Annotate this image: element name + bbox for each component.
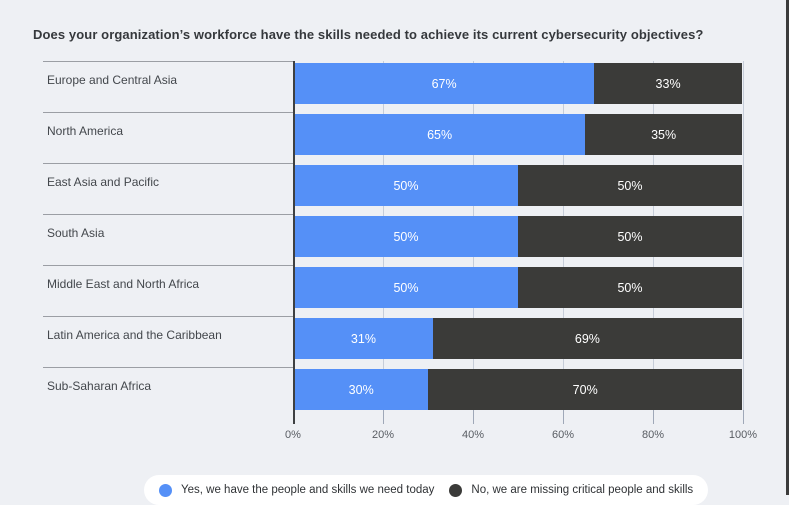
bar-segment-yes[interactable]: 50% <box>294 216 518 257</box>
region-label: North America <box>43 112 293 163</box>
stacked-bar: 50% 50% <box>294 267 742 308</box>
bar-segment-no[interactable]: 35% <box>585 114 742 155</box>
bar-segment-no[interactable]: 33% <box>594 63 742 104</box>
bar-value-label: 50% <box>617 229 643 244</box>
stacked-bar-chart: Europe and Central Asia 67% 33% North Ameri… <box>0 61 789 443</box>
bar-segment-yes[interactable]: 67% <box>294 63 595 104</box>
axis-tick-label: 0% <box>285 429 301 441</box>
bar-value-label: 50% <box>617 280 643 295</box>
bar-segment-no[interactable]: 50% <box>518 216 742 257</box>
bar-segment-yes[interactable]: 50% <box>294 267 518 308</box>
bar-value-label: 70% <box>572 382 598 397</box>
bar-segment-no[interactable]: 50% <box>518 267 742 308</box>
legend-item-yes[interactable]: Yes, we have the people and skills we ne… <box>181 484 435 496</box>
bar-value-label: 65% <box>427 127 453 142</box>
chart-row: Middle East and North Africa 50% 50% <box>43 265 743 316</box>
bar-segment-no[interactable]: 69% <box>432 318 742 359</box>
bar-value-label: 50% <box>393 280 419 295</box>
axis-tick-label: 20% <box>371 429 395 441</box>
chart-row: North America 65% 35% <box>43 112 743 163</box>
bar-value-label: 50% <box>617 178 643 193</box>
bar-segment-yes[interactable]: 65% <box>294 114 586 155</box>
legend: Yes, we have the people and skills we ne… <box>144 475 709 505</box>
bar-segment-yes[interactable]: 50% <box>294 165 518 206</box>
stacked-bar: 67% 33% <box>294 63 742 104</box>
axis-tick <box>743 410 744 424</box>
region-label: Europe and Central Asia <box>43 61 293 112</box>
stacked-bar: 31% 69% <box>294 318 742 359</box>
bar-segment-yes[interactable]: 30% <box>294 369 429 410</box>
axis-tick-label: 60% <box>551 429 575 441</box>
axis-tick-label: 40% <box>461 429 485 441</box>
chart-row: East Asia and Pacific 50% 50% <box>43 163 743 214</box>
axis-tick <box>563 410 564 424</box>
legend-dot-yes <box>159 483 172 497</box>
axis-tick <box>473 410 474 424</box>
legend-dot-no <box>449 483 463 497</box>
region-label: South Asia <box>43 214 293 265</box>
chart-row: Latin America and the Caribbean 31% 69% <box>43 316 743 367</box>
bar-segment-yes[interactable]: 31% <box>294 318 433 359</box>
bar-segment-no[interactable]: 70% <box>428 369 742 410</box>
chart-row: Europe and Central Asia 67% 33% <box>43 61 743 112</box>
right-edge-strip <box>786 0 789 495</box>
bar-value-label: 30% <box>348 382 374 397</box>
stacked-bar: 30% 70% <box>294 369 742 410</box>
chart-title: Does your organization’s workforce have … <box>33 27 704 42</box>
bar-value-label: 50% <box>393 229 419 244</box>
bar-value-label: 31% <box>350 331 376 346</box>
y-axis-line <box>293 61 295 424</box>
gridline-100 <box>743 61 744 424</box>
region-label: Sub-Saharan Africa <box>43 367 293 418</box>
bar-segment-no[interactable]: 50% <box>518 165 742 206</box>
region-label: Latin America and the Caribbean <box>43 316 293 367</box>
chart-row: South Asia 50% 50% <box>43 214 743 265</box>
region-label: East Asia and Pacific <box>43 163 293 214</box>
bar-value-label: 50% <box>393 178 419 193</box>
axis-tick-label: 80% <box>641 429 665 441</box>
bar-value-label: 33% <box>655 76 681 91</box>
bar-value-label: 69% <box>574 331 600 346</box>
bar-value-label: 67% <box>431 76 457 91</box>
axis-tick <box>653 410 654 424</box>
bar-value-label: 35% <box>651 127 677 142</box>
axis-tick-label: 100% <box>728 429 758 441</box>
axis-tick <box>383 410 384 424</box>
stacked-bar: 65% 35% <box>294 114 742 155</box>
chart-row: Sub-Saharan Africa 30% 70% <box>43 367 743 418</box>
legend-item-no[interactable]: No, we are missing critical people and s… <box>471 484 694 496</box>
stacked-bar: 50% 50% <box>294 216 742 257</box>
region-label: Middle East and North Africa <box>43 265 293 316</box>
stacked-bar: 50% 50% <box>294 165 742 206</box>
